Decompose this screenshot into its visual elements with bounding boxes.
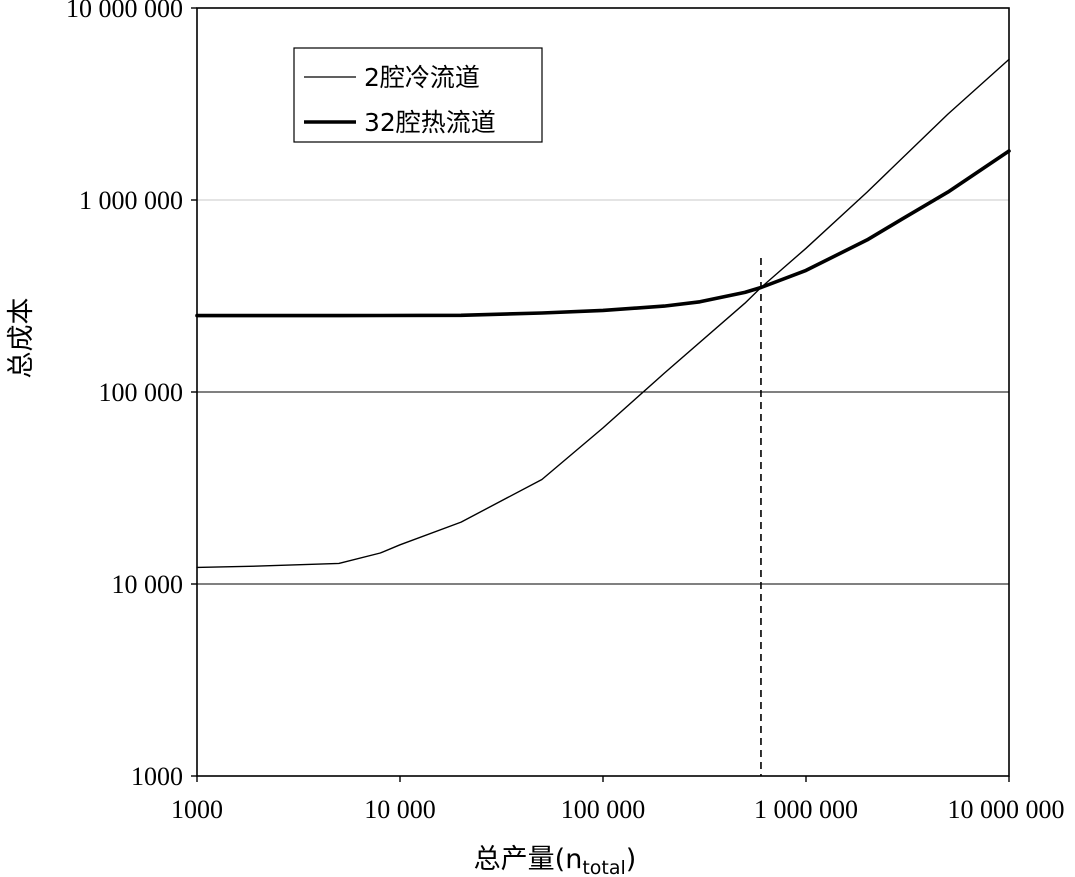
y-tick-label: 100 000: [99, 378, 184, 407]
x-tick-label: 10 000: [364, 795, 436, 824]
x-tick-label: 100 000: [561, 795, 646, 824]
series-line-cold-runner: [196, 58, 1010, 569]
x-axis-title-subscript: total: [582, 857, 625, 877]
x-tick-label: 1 000 000: [754, 795, 858, 824]
x-tick-label: 1000: [171, 795, 223, 824]
series-lines: [195, 58, 1011, 569]
x-axis-title: 总产量(ntotal): [474, 844, 637, 877]
x-tick-label: 10 000 000: [948, 795, 1065, 824]
legend-label-cold-runner: 2腔冷流道: [364, 63, 480, 92]
x-axis-ticks: 1000 10 000 100 000 1 000 000 10 000 000: [171, 776, 1065, 824]
legend-box: [293, 47, 543, 143]
grid-lines: [197, 199, 1009, 585]
series-line-hot-runner: [195, 149, 1011, 318]
y-tick-label: 10 000: [112, 570, 184, 599]
y-tick-label: 1000: [131, 762, 183, 791]
legend: 2腔冷流道 32腔热流道: [293, 47, 543, 143]
y-tick-label: 1 000 000: [79, 186, 183, 215]
y-tick-label: 10 000 000: [66, 0, 183, 23]
legend-label-hot-runner: 32腔热流道: [364, 108, 496, 137]
y-axis-ticks: 1000 10 000 100 000 1 000 000 10 000 000: [66, 0, 197, 791]
y-axis-title: 总成本: [6, 298, 37, 379]
